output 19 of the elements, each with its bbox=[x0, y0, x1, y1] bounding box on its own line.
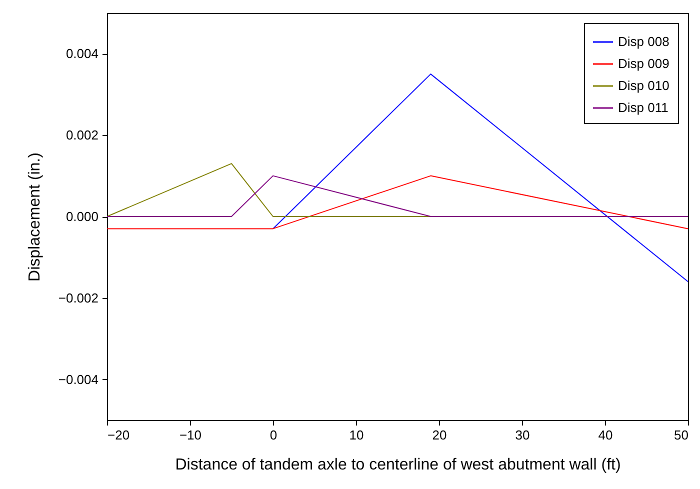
x-axis-title: Distance of tandem axle to centerline of west abutment wall (ft) bbox=[175, 456, 621, 474]
y-tick-label: 0.004 bbox=[66, 46, 98, 62]
y-tick-label: −0.004 bbox=[58, 372, 98, 387]
x-tick-label: 50 bbox=[674, 428, 688, 442]
legend-label: Disp 011 bbox=[618, 100, 668, 115]
legend-label: Disp 010 bbox=[618, 78, 670, 93]
x-tick-label: 10 bbox=[349, 428, 364, 442]
y-tick-label: 0.002 bbox=[66, 128, 98, 143]
x-tick-label: 40 bbox=[598, 428, 613, 442]
x-tick-label: 0 bbox=[270, 428, 278, 442]
legend-label: Disp 009 bbox=[618, 56, 670, 71]
x-tick-label: 20 bbox=[432, 428, 447, 442]
x-tick-label: −10 bbox=[179, 428, 202, 442]
legend-label: Disp 008 bbox=[618, 34, 670, 49]
y-axis-title: Displacement (in.) bbox=[26, 152, 44, 282]
y-tick-label: −0.002 bbox=[58, 290, 98, 306]
y-tick-label: 0.000 bbox=[66, 209, 98, 224]
x-tick-label: 30 bbox=[515, 428, 530, 442]
x-tick-label: −20 bbox=[108, 428, 130, 442]
